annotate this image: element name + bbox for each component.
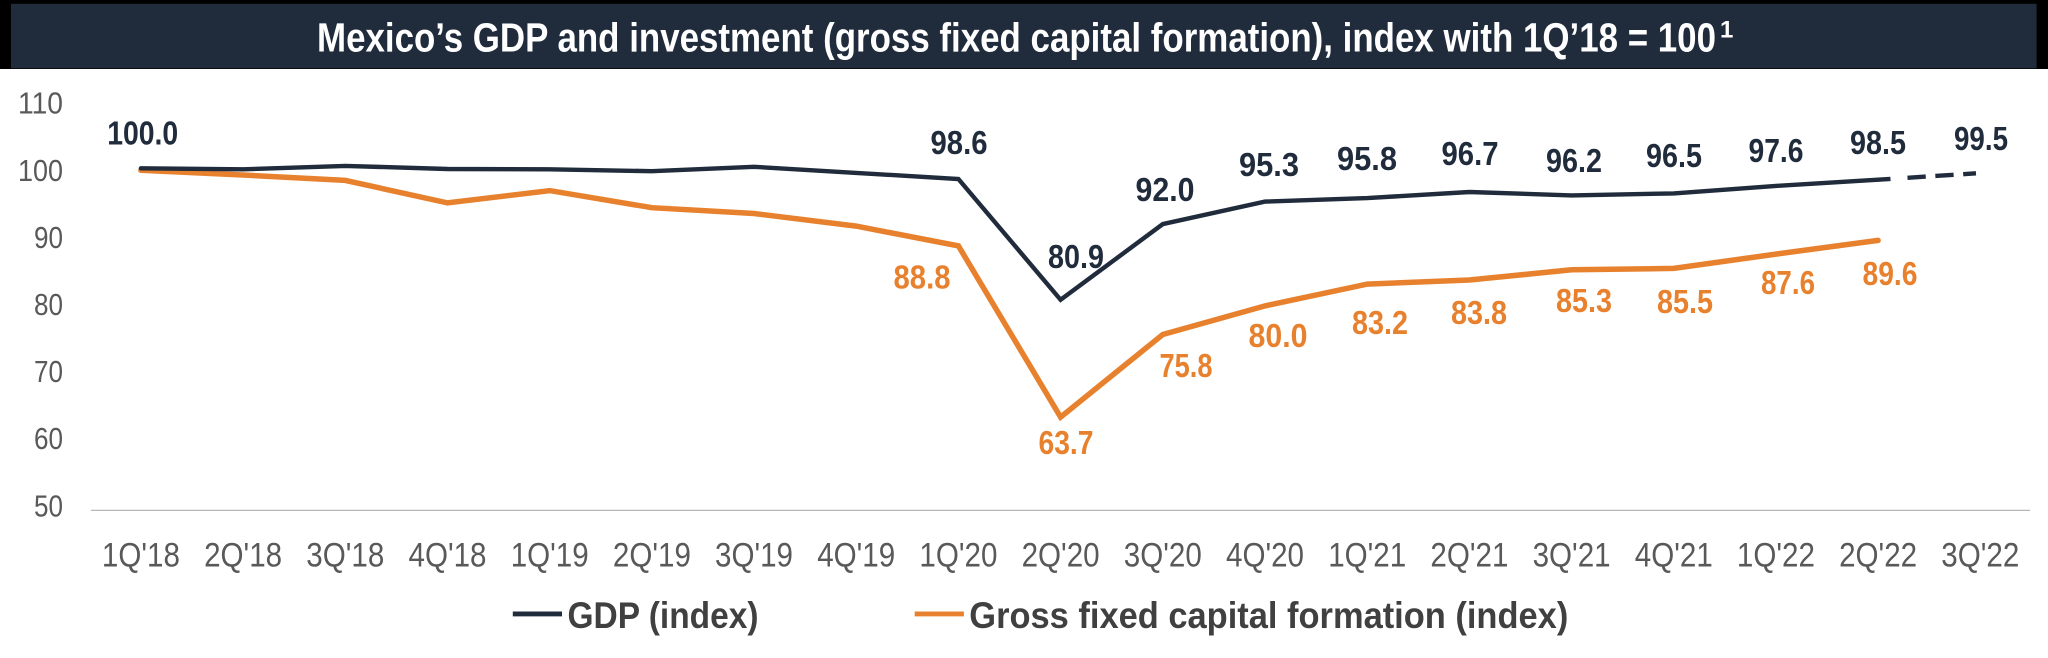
svg-text:92.0: 92.0 xyxy=(1136,171,1195,208)
svg-text:Mexico’s GDP and investment (g: Mexico’s GDP and investment (gross fixed… xyxy=(317,15,1716,61)
svg-text:99.5: 99.5 xyxy=(1954,120,2008,157)
svg-text:4Q'21: 4Q'21 xyxy=(1635,537,1713,575)
svg-text:80.0: 80.0 xyxy=(1249,317,1308,354)
svg-text:60: 60 xyxy=(34,421,63,456)
svg-text:85.3: 85.3 xyxy=(1556,282,1612,319)
svg-text:4Q'18: 4Q'18 xyxy=(409,537,487,575)
svg-text:3Q'18: 3Q'18 xyxy=(306,537,384,575)
svg-text:3Q'20: 3Q'20 xyxy=(1124,537,1202,575)
svg-text:2Q'18: 2Q'18 xyxy=(204,537,282,575)
svg-text:3Q'19: 3Q'19 xyxy=(715,537,793,575)
svg-text:70: 70 xyxy=(34,354,63,389)
svg-text:3Q'22: 3Q'22 xyxy=(1941,537,2019,575)
svg-text:4Q'19: 4Q'19 xyxy=(817,537,895,575)
svg-text:98.5: 98.5 xyxy=(1850,124,1906,161)
svg-text:83.8: 83.8 xyxy=(1451,294,1507,331)
svg-text:85.5: 85.5 xyxy=(1657,283,1713,320)
svg-text:1Q'21: 1Q'21 xyxy=(1328,537,1406,575)
svg-text:87.6: 87.6 xyxy=(1761,264,1815,301)
svg-text:2Q'19: 2Q'19 xyxy=(613,537,691,575)
svg-text:98.6: 98.6 xyxy=(931,124,988,161)
svg-text:97.6: 97.6 xyxy=(1749,132,1804,169)
svg-text:100.0: 100.0 xyxy=(107,115,178,152)
svg-text:1Q'18: 1Q'18 xyxy=(102,537,180,575)
svg-text:75.8: 75.8 xyxy=(1160,347,1213,384)
svg-text:90: 90 xyxy=(34,220,63,255)
svg-text:1Q'19: 1Q'19 xyxy=(511,537,589,575)
svg-text:80.9: 80.9 xyxy=(1048,238,1104,275)
svg-text:63.7: 63.7 xyxy=(1039,424,1094,461)
svg-text:96.2: 96.2 xyxy=(1546,142,1602,179)
svg-text:2Q'21: 2Q'21 xyxy=(1430,537,1508,575)
svg-text:1: 1 xyxy=(1720,17,1733,44)
svg-text:2Q'22: 2Q'22 xyxy=(1839,537,1917,575)
svg-text:89.6: 89.6 xyxy=(1863,255,1918,292)
svg-text:1Q'20: 1Q'20 xyxy=(919,537,997,575)
svg-text:GDP (index): GDP (index) xyxy=(568,595,759,636)
svg-text:50: 50 xyxy=(34,488,63,523)
svg-text:83.2: 83.2 xyxy=(1352,304,1408,341)
svg-text:95.8: 95.8 xyxy=(1337,140,1397,177)
svg-text:2Q'20: 2Q'20 xyxy=(1022,537,1100,575)
svg-text:88.8: 88.8 xyxy=(894,259,951,296)
svg-text:110: 110 xyxy=(18,86,63,121)
svg-text:95.3: 95.3 xyxy=(1239,146,1299,183)
svg-text:80: 80 xyxy=(34,287,63,322)
svg-text:100: 100 xyxy=(18,153,63,188)
svg-text:96.5: 96.5 xyxy=(1646,137,1702,174)
svg-text:96.7: 96.7 xyxy=(1442,135,1499,172)
svg-text:1Q'22: 1Q'22 xyxy=(1737,537,1815,575)
svg-text:3Q'21: 3Q'21 xyxy=(1533,537,1611,575)
svg-text:4Q'20: 4Q'20 xyxy=(1226,537,1304,575)
svg-text:Gross fixed capital formation: Gross fixed capital formation (index) xyxy=(969,595,1568,636)
